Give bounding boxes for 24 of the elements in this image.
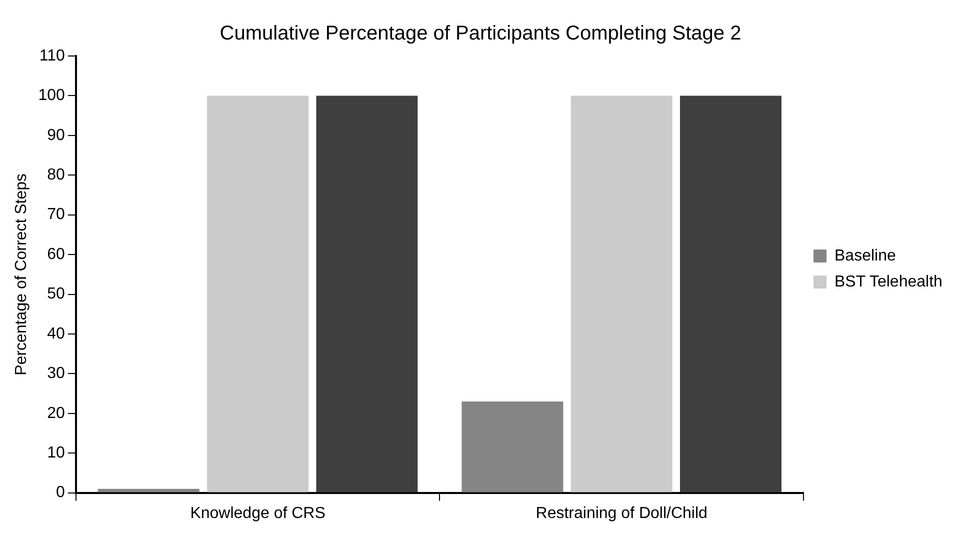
bar — [462, 401, 564, 492]
y-tick-label: 0 — [56, 484, 65, 502]
y-tick-label: 100 — [38, 87, 65, 104]
bar — [316, 96, 418, 492]
bar — [680, 96, 782, 492]
bar — [98, 488, 200, 492]
bar — [207, 96, 309, 492]
y-tick-label: 80 — [47, 166, 65, 184]
y-tick-label: 30 — [47, 365, 65, 382]
legend-label: BST Telehealth — [834, 273, 942, 290]
x-tick-label: Restraining of Doll/Child — [536, 504, 708, 522]
bar — [570, 96, 672, 492]
y-tick-label: 40 — [47, 325, 65, 342]
y-axis-title: Percentage of Correct Steps — [13, 173, 30, 376]
y-tick-label: 110 — [39, 47, 65, 64]
y-tick-label: 20 — [47, 404, 65, 422]
x-tick-label: Knowledge of CRS — [190, 504, 326, 522]
y-tick-label: 70 — [47, 206, 65, 224]
y-tick-label: 10 — [47, 444, 65, 462]
y-tick-label: 60 — [47, 246, 65, 263]
legend-label: Baseline — [834, 247, 896, 264]
y-tick-label: 90 — [47, 126, 65, 144]
y-tick-label: 50 — [47, 286, 65, 303]
chart-title: Cumulative Percentage of Participants Completing Stage 2 — [220, 22, 742, 45]
